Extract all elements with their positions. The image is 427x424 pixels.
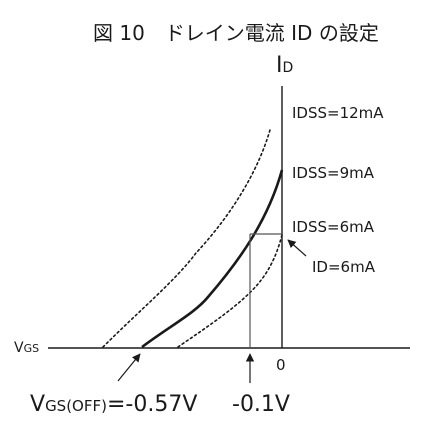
label-idss-12ma: IDSS=12mA xyxy=(292,104,384,122)
label-idss-6ma: IDSS=6mA xyxy=(292,218,375,236)
curve-idss-12ma xyxy=(102,129,271,348)
arrow-vgs-off xyxy=(117,353,141,382)
arrow-id-6ma xyxy=(287,239,307,257)
label-idss-9ma: IDSS=9mA xyxy=(292,164,375,182)
figure-caption: 図 10 ドレイン電流 ID の設定 xyxy=(93,21,379,45)
label-vgs-op: -0.1V xyxy=(232,392,290,417)
label-vgs-off-value: =-0.57V xyxy=(107,392,197,417)
x-axis-label: VGS xyxy=(14,340,39,356)
curve-idss-6ma xyxy=(177,234,283,348)
label-vgs-off-sub: GS(OFF) xyxy=(45,397,107,415)
origin-label: 0 xyxy=(276,356,286,374)
y-axis-label: ID xyxy=(276,53,293,78)
y-axis-label-main: I xyxy=(276,53,283,78)
label-vgs-off-main: V xyxy=(30,392,45,417)
curve-idss-9ma xyxy=(141,169,284,349)
label-vgs-off: VGS(OFF)=-0.57V xyxy=(30,392,197,417)
label-id-6ma: ID=6mA xyxy=(312,258,376,276)
y-axis-label-sub: D xyxy=(283,60,294,76)
x-axis-label-sub: GS xyxy=(24,342,40,355)
x-axis-label-main: V xyxy=(14,340,24,356)
